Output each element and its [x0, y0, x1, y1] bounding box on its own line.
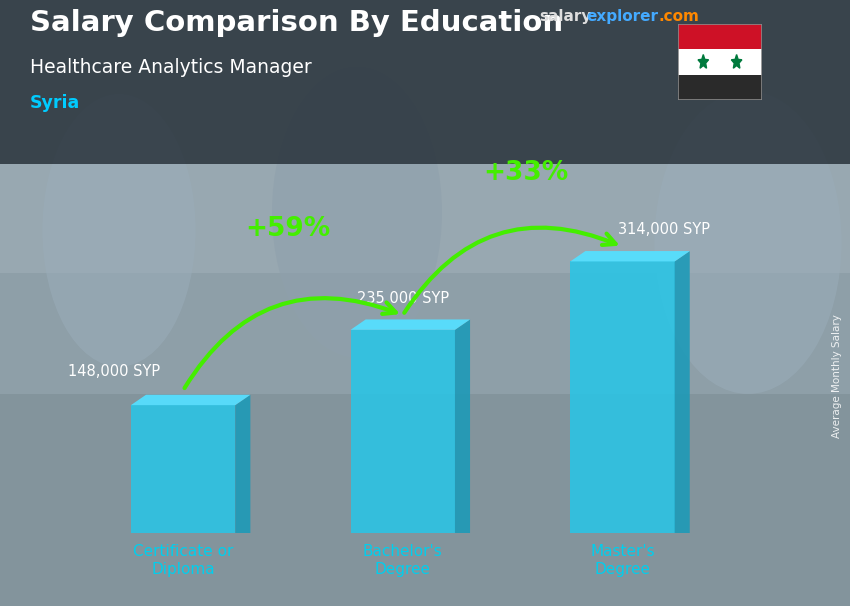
Text: Syria: Syria	[30, 94, 80, 112]
Polygon shape	[675, 251, 689, 533]
Polygon shape	[131, 395, 251, 405]
Text: explorer: explorer	[586, 9, 659, 24]
Ellipse shape	[272, 67, 442, 358]
Polygon shape	[131, 405, 235, 533]
Text: 148,000 SYP: 148,000 SYP	[68, 364, 161, 379]
Text: Average Monthly Salary: Average Monthly Salary	[832, 314, 842, 438]
Bar	[678, 50, 762, 75]
Text: +33%: +33%	[484, 160, 569, 186]
Text: .com: .com	[659, 9, 700, 24]
Polygon shape	[235, 395, 251, 533]
Polygon shape	[455, 319, 470, 533]
Text: +59%: +59%	[245, 216, 330, 242]
Ellipse shape	[42, 94, 196, 367]
Bar	[0, 0, 850, 273]
Ellipse shape	[654, 91, 842, 394]
Bar	[678, 75, 762, 100]
Bar	[0, 0, 850, 164]
Text: 235,000 SYP: 235,000 SYP	[357, 291, 449, 305]
Text: Salary Comparison By Education: Salary Comparison By Education	[30, 9, 563, 37]
Polygon shape	[350, 330, 455, 533]
Text: Healthcare Analytics Manager: Healthcare Analytics Manager	[30, 58, 311, 76]
Polygon shape	[570, 261, 675, 533]
Polygon shape	[731, 55, 742, 68]
Bar	[0, 394, 850, 606]
Polygon shape	[570, 251, 689, 261]
Text: 314,000 SYP: 314,000 SYP	[618, 222, 710, 237]
Polygon shape	[698, 55, 709, 68]
Text: salary: salary	[540, 9, 592, 24]
Polygon shape	[350, 319, 470, 330]
Bar	[678, 24, 762, 50]
